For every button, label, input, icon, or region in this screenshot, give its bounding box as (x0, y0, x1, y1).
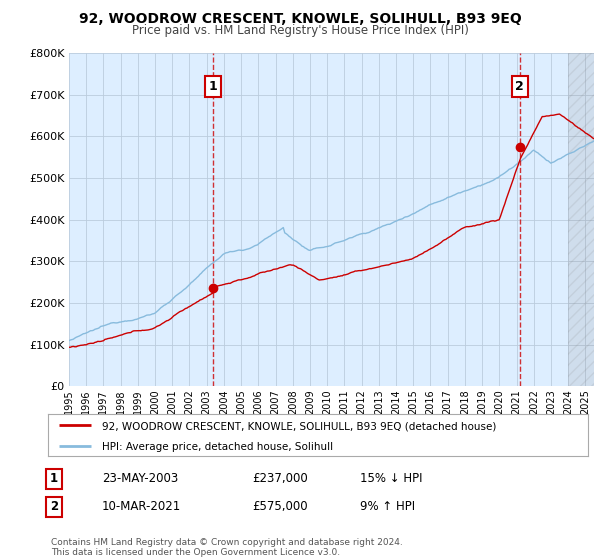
Text: 92, WOODROW CRESCENT, KNOWLE, SOLIHULL, B93 9EQ (detached house): 92, WOODROW CRESCENT, KNOWLE, SOLIHULL, … (102, 421, 496, 431)
Text: Contains HM Land Registry data © Crown copyright and database right 2024.
This d: Contains HM Land Registry data © Crown c… (51, 538, 403, 557)
Text: 92, WOODROW CRESCENT, KNOWLE, SOLIHULL, B93 9EQ: 92, WOODROW CRESCENT, KNOWLE, SOLIHULL, … (79, 12, 521, 26)
Text: 15% ↓ HPI: 15% ↓ HPI (360, 472, 422, 486)
Text: £575,000: £575,000 (252, 500, 308, 514)
Bar (568, 53, 594, 386)
Text: £237,000: £237,000 (252, 472, 308, 486)
Text: 23-MAY-2003: 23-MAY-2003 (102, 472, 178, 486)
Text: 1: 1 (50, 472, 58, 486)
Text: 1: 1 (209, 80, 218, 93)
Text: 2: 2 (515, 80, 524, 93)
Text: HPI: Average price, detached house, Solihull: HPI: Average price, detached house, Soli… (102, 442, 333, 452)
Text: 9% ↑ HPI: 9% ↑ HPI (360, 500, 415, 514)
Text: 10-MAR-2021: 10-MAR-2021 (102, 500, 181, 514)
Text: Price paid vs. HM Land Registry's House Price Index (HPI): Price paid vs. HM Land Registry's House … (131, 24, 469, 37)
Text: 2: 2 (50, 500, 58, 514)
